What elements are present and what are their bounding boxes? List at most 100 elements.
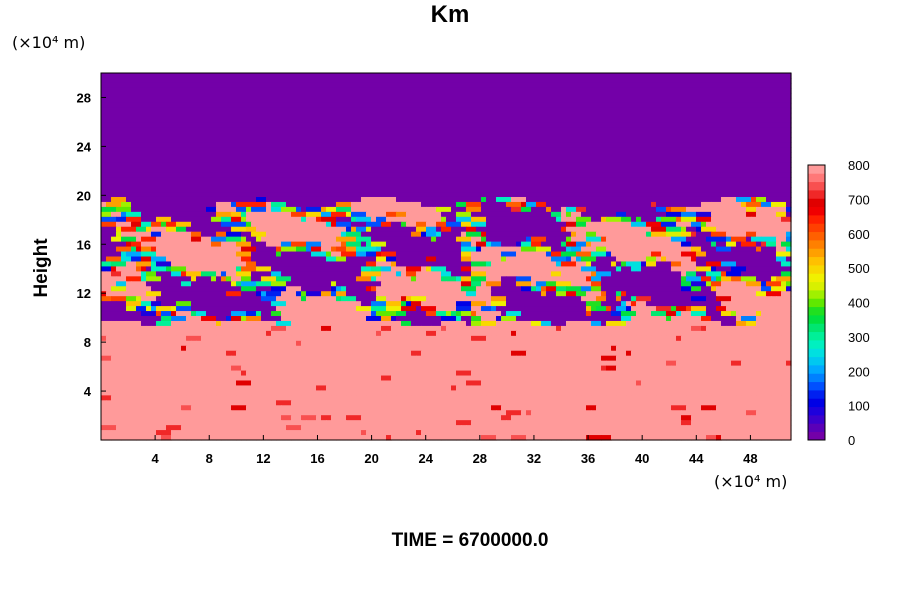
contour-cell bbox=[731, 390, 747, 396]
contour-cell bbox=[671, 167, 682, 173]
contour-cell bbox=[431, 415, 437, 421]
contour-cell bbox=[696, 77, 702, 84]
contour-cell bbox=[691, 320, 697, 327]
contour-cell bbox=[351, 142, 362, 148]
contour-cell bbox=[631, 177, 642, 183]
contour-cell bbox=[286, 316, 302, 322]
contour-cell bbox=[576, 410, 592, 416]
contour-cell bbox=[421, 316, 437, 322]
contour-cell bbox=[101, 380, 117, 387]
contour-cell bbox=[756, 167, 772, 173]
contour-cell bbox=[701, 286, 712, 292]
contour-cell bbox=[191, 172, 202, 178]
contour-cell bbox=[651, 107, 662, 114]
contour-cell bbox=[241, 316, 247, 322]
contour-cell bbox=[471, 306, 482, 312]
contour-cell bbox=[366, 122, 377, 129]
contour-cell bbox=[391, 345, 397, 352]
contour-cell bbox=[526, 251, 532, 258]
contour-cell bbox=[446, 157, 452, 163]
contour-cell bbox=[201, 271, 217, 277]
contour-cell bbox=[726, 97, 742, 104]
contour-cell bbox=[306, 82, 312, 89]
contour-cell bbox=[181, 271, 187, 277]
contour-cell bbox=[321, 395, 332, 401]
contour-cell bbox=[566, 246, 572, 253]
contour-cell bbox=[556, 261, 562, 268]
contour-cell bbox=[451, 107, 467, 114]
contour-cell bbox=[481, 370, 492, 377]
contour-cell bbox=[756, 266, 762, 272]
contour-cell bbox=[511, 395, 522, 401]
contour-cell bbox=[131, 92, 137, 99]
contour-cell bbox=[146, 82, 152, 89]
contour-cell bbox=[316, 335, 327, 342]
contour-cell bbox=[306, 325, 312, 332]
contour-cell bbox=[211, 410, 222, 416]
contour-cell bbox=[761, 276, 772, 282]
contour-cell bbox=[266, 231, 277, 238]
contour-cell bbox=[131, 420, 137, 426]
contour-cell bbox=[376, 370, 392, 377]
contour-cell bbox=[586, 157, 592, 163]
contour-cell bbox=[276, 172, 292, 178]
contour-cell bbox=[526, 296, 542, 302]
contour-cell bbox=[366, 261, 377, 268]
contour-cell bbox=[571, 400, 582, 406]
contour-cell bbox=[146, 425, 152, 431]
contour-cell bbox=[446, 87, 462, 94]
contour-cell bbox=[541, 311, 557, 317]
contour-cell bbox=[606, 82, 622, 89]
contour-cell bbox=[576, 216, 592, 223]
contour-cell bbox=[591, 400, 607, 406]
contour-cell bbox=[781, 127, 792, 134]
contour-cell bbox=[136, 390, 152, 396]
contour-cell bbox=[601, 390, 612, 396]
contour-cell bbox=[651, 157, 662, 163]
contour-cell bbox=[746, 410, 757, 416]
contour-cell bbox=[701, 107, 712, 114]
contour-cell bbox=[691, 82, 697, 89]
contour-cell bbox=[651, 316, 657, 322]
contour-cell bbox=[306, 291, 322, 297]
contour-cell bbox=[636, 152, 652, 158]
contour-cell bbox=[601, 107, 607, 114]
contour-cell bbox=[176, 122, 192, 129]
contour-cell bbox=[116, 187, 132, 193]
contour-cell bbox=[176, 311, 192, 317]
contour-cell bbox=[341, 385, 357, 392]
contour-cell bbox=[631, 271, 637, 277]
contour-cell bbox=[166, 405, 182, 411]
contour-cell bbox=[456, 201, 467, 208]
contour-cell bbox=[141, 405, 157, 411]
contour-cell bbox=[196, 350, 202, 357]
contour-cell bbox=[116, 415, 122, 421]
contour-cell bbox=[176, 236, 192, 243]
contour-cell bbox=[241, 87, 247, 94]
contour-cell bbox=[306, 400, 312, 406]
contour-cell bbox=[101, 251, 107, 258]
contour-cell bbox=[776, 236, 787, 243]
contour-cell bbox=[346, 330, 352, 337]
contour-cell bbox=[401, 187, 407, 193]
contour-cell bbox=[326, 271, 342, 277]
contour-cell bbox=[251, 107, 262, 114]
contour-cell bbox=[536, 390, 542, 396]
contour-cell bbox=[121, 77, 132, 84]
contour-cell bbox=[571, 281, 577, 287]
contour-cell bbox=[441, 316, 457, 322]
contour-cell bbox=[671, 355, 687, 362]
contour-cell bbox=[401, 241, 412, 248]
contour-cell bbox=[376, 73, 387, 79]
contour-cell bbox=[701, 390, 712, 396]
contour-cell bbox=[301, 306, 317, 312]
contour-cell bbox=[101, 172, 112, 178]
contour-cell bbox=[521, 246, 537, 253]
contour-cell bbox=[661, 77, 672, 84]
contour-cell bbox=[476, 410, 492, 416]
contour-cell bbox=[626, 360, 632, 367]
contour-cell bbox=[371, 216, 377, 223]
contour-cell bbox=[676, 73, 682, 79]
contour-cell bbox=[381, 360, 387, 367]
contour-cell bbox=[216, 311, 232, 317]
